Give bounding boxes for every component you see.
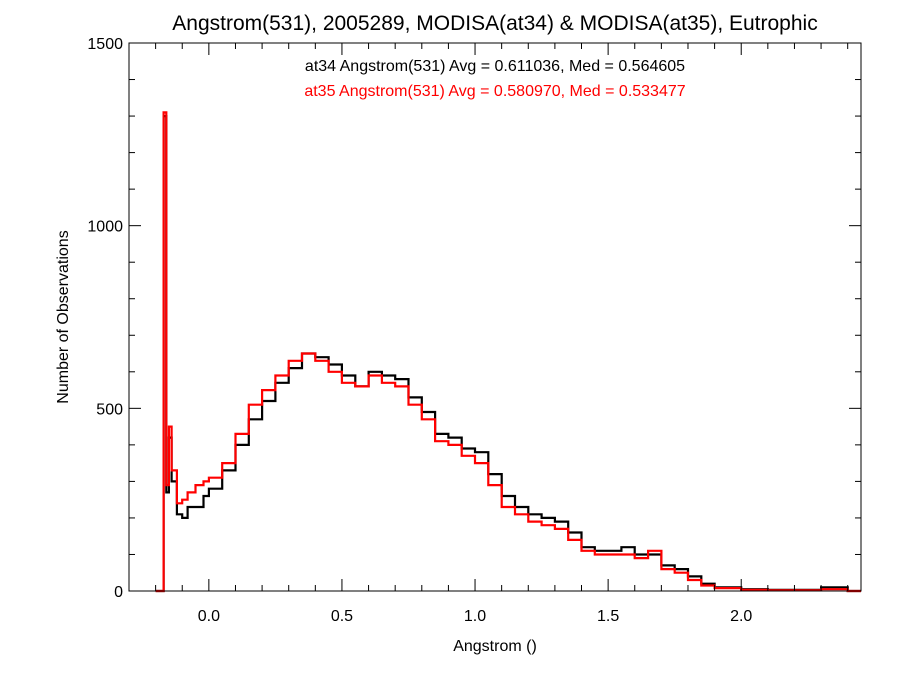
plot-area <box>155 111 861 593</box>
plot-frame <box>128 42 862 592</box>
x-tick-label: 1.5 <box>597 608 619 625</box>
annotation-at35: at35 Angstrom(531) Avg = 0.580970, Med =… <box>304 83 685 100</box>
series-line-at35 <box>155 111 861 593</box>
y-tick-label: 1500 <box>87 36 123 53</box>
y-tick-label: 1000 <box>87 219 123 236</box>
annotation-at34: at34 Angstrom(531) Avg = 0.611036, Med =… <box>305 58 685 75</box>
x-tick-label: 0.0 <box>198 608 220 625</box>
x-tick-label: 1.0 <box>464 608 486 625</box>
y-tick-label: 0 <box>114 584 123 601</box>
y-tick-label: 500 <box>96 401 123 418</box>
y-axis-label: Number of Observations <box>55 230 72 403</box>
x-tick-label: 0.5 <box>331 608 353 625</box>
axis-ticks: 0.0 0.5 1.0 1.5 2.0 0 500 1000 1500 <box>87 36 861 625</box>
x-tick-label: 2.0 <box>730 608 752 625</box>
x-axis-label: Angstrom () <box>453 638 537 655</box>
chart-title: Angstrom(531), 2005289, MODISA(at34) & M… <box>172 12 817 35</box>
